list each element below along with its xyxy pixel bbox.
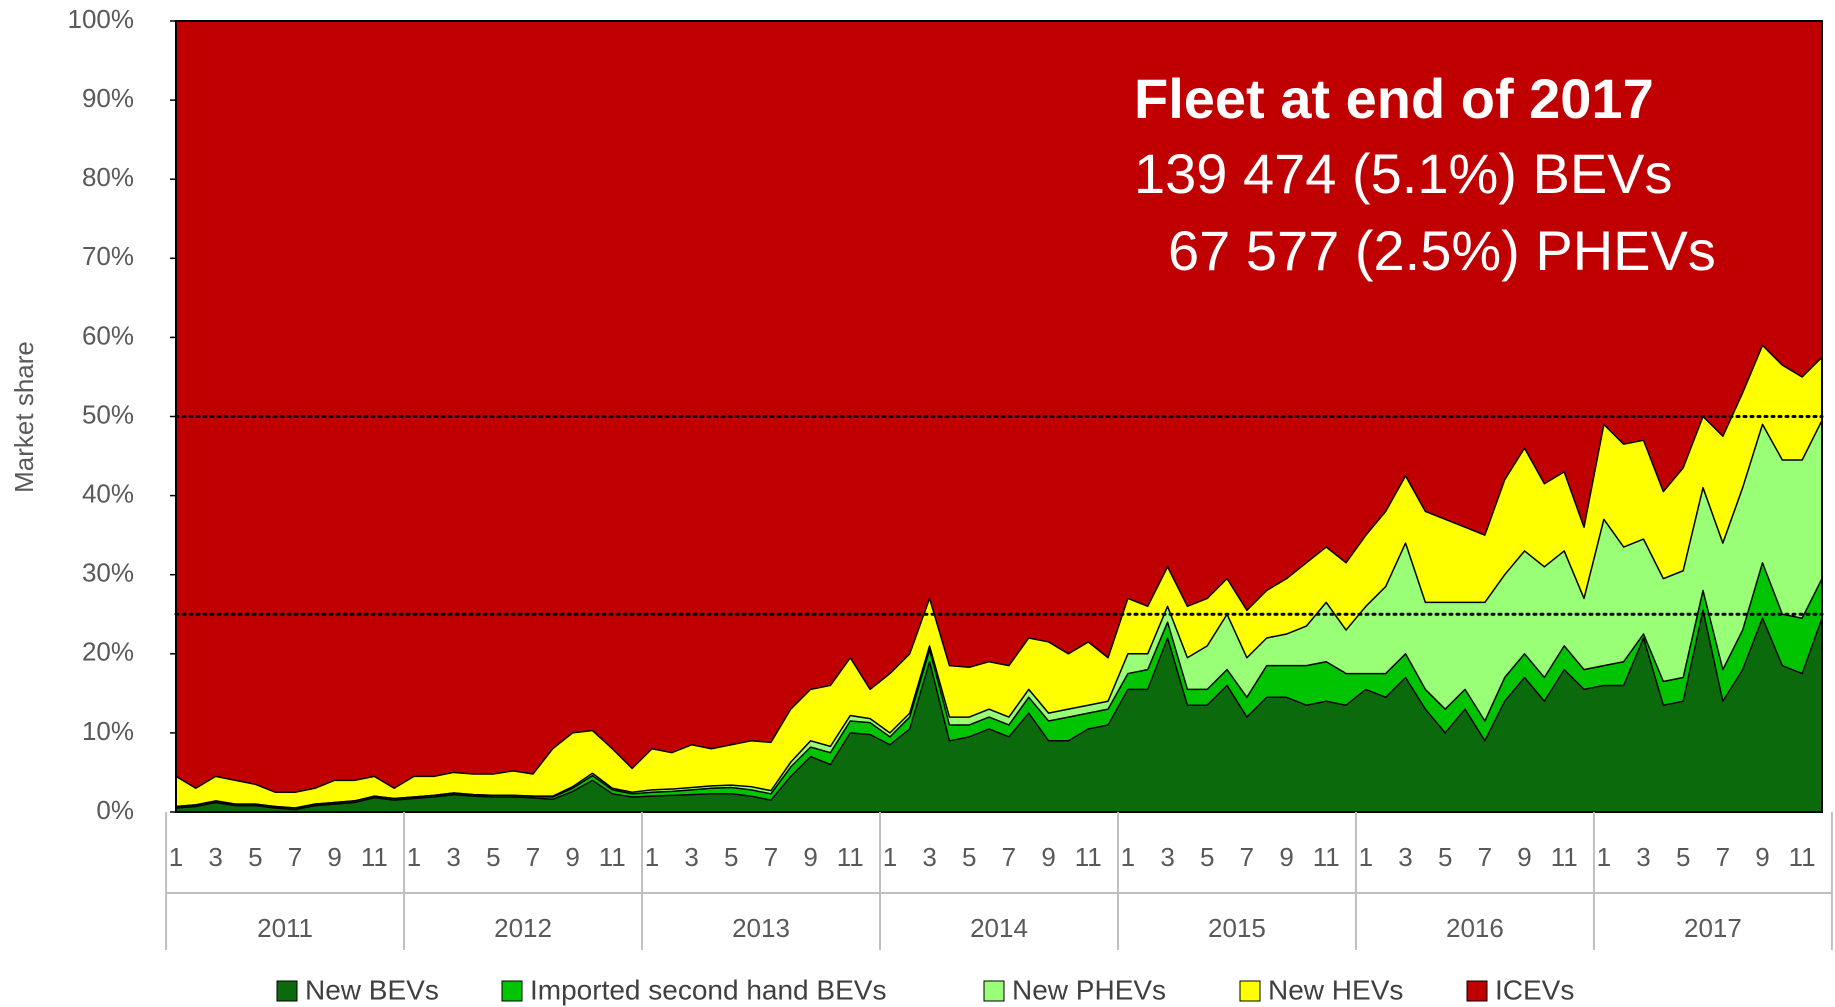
x-tick-label: 7 (764, 842, 778, 872)
x-tick-label: 5 (248, 842, 262, 872)
x-tick-label: 5 (724, 842, 738, 872)
x-tick-label: 5 (486, 842, 500, 872)
area-outline (175, 344, 1823, 793)
x-tick-label: 11 (361, 842, 388, 872)
x-tick-label: 11 (599, 842, 626, 872)
annotation-line: 139 474 (5.1%) BEVs (1134, 142, 1673, 205)
legend-swatch (501, 980, 523, 1002)
area-outline (175, 609, 1823, 811)
x-tick-label: 9 (1517, 842, 1531, 872)
plot-area (174, 20, 1824, 813)
x-tick-label: 3 (1636, 842, 1650, 872)
x-group-label: 2013 (732, 913, 790, 943)
x-tick-label: 3 (684, 842, 698, 872)
area (176, 610, 1822, 812)
y-tick-label: 80% (82, 162, 134, 192)
y-tick-label: 50% (82, 399, 134, 429)
x-tick-label: 7 (1002, 842, 1016, 872)
legend-label: New BEVs (305, 974, 439, 1005)
legend-swatch (276, 980, 298, 1002)
x-tick-label: 11 (1313, 842, 1340, 872)
x-tick-label: 9 (1755, 842, 1769, 872)
x-tick-label: 9 (327, 842, 341, 872)
y-axis-label: Market share (9, 341, 39, 493)
x-group-label: 2011 (257, 913, 313, 943)
y-tick-label: 0% (96, 795, 134, 825)
x-tick-label: 11 (1551, 842, 1578, 872)
x-tick-label: 9 (1279, 842, 1293, 872)
x-tick-label: 5 (962, 842, 976, 872)
y-tick-label: 20% (82, 637, 134, 667)
x-tick-label: 1 (1121, 842, 1135, 872)
x-tick-label: 7 (526, 842, 540, 872)
area (176, 345, 1822, 809)
x-group-label: 2015 (1208, 913, 1266, 943)
x-tick-label: 1 (1597, 842, 1611, 872)
x-tick-label: 3 (922, 842, 936, 872)
annotation-line: 67 577 (2.5%) PHEVs (1168, 219, 1716, 282)
x-tick-label: 5 (1200, 842, 1214, 872)
x-tick-label: 11 (1075, 842, 1102, 872)
x-tick-label: 3 (446, 842, 460, 872)
x-tick-label: 1 (883, 842, 897, 872)
x-tick-label: 3 (208, 842, 222, 872)
x-tick-label: 5 (1438, 842, 1452, 872)
legend-label: ICEVs (1495, 974, 1574, 1005)
area (176, 21, 1822, 793)
x-group-label: 2014 (970, 913, 1028, 943)
x-group-label: 2012 (494, 913, 552, 943)
legend-swatch (1239, 980, 1261, 1002)
legend: New BEVs Imported second hand BEVs New PHE… (276, 974, 1574, 1005)
y-tick-label: 100% (68, 4, 135, 34)
x-tick-label: 9 (1041, 842, 1055, 872)
y-tick-label: 60% (82, 320, 134, 350)
annotation-title: Fleet at end of 2017 (1134, 67, 1654, 130)
x-tick-label: 11 (1789, 842, 1816, 872)
y-tick-label: 30% (82, 558, 134, 588)
x-tick-label: 1 (407, 842, 421, 872)
legend-swatch (1466, 980, 1488, 1002)
legend-swatch (983, 980, 1005, 1002)
x-axis: 0%10%20%30%40%50%60%70%80%90%100%1 3 5 7 9 11… (68, 4, 1833, 950)
x-tick-label: 9 (803, 842, 817, 872)
x-tick-label: 9 (565, 842, 579, 872)
x-tick-label: 3 (1398, 842, 1412, 872)
x-tick-label: 11 (837, 842, 864, 872)
y-tick-label: 40% (82, 478, 134, 508)
legend-label: New HEVs (1268, 974, 1403, 1005)
x-tick-label: 1 (645, 842, 659, 872)
x-tick-label: 5 (1676, 842, 1690, 872)
x-group-label: 2016 (1446, 913, 1504, 943)
x-tick-label: 1 (169, 842, 183, 872)
x-tick-label: 7 (1716, 842, 1730, 872)
x-tick-label: 7 (288, 842, 302, 872)
x-group-label: 2017 (1684, 913, 1742, 943)
x-tick-label: 3 (1160, 842, 1174, 872)
area-outline (175, 420, 1823, 809)
x-tick-label: 1 (1359, 842, 1373, 872)
y-tick-label: 90% (82, 83, 134, 113)
annotation: Fleet at end of 2017 139 474 (5.1%) BEVs… (1134, 67, 1716, 282)
legend-label: New PHEVs (1012, 974, 1166, 1005)
x-tick-label: 7 (1240, 842, 1254, 872)
legend-label: Imported second hand BEVs (530, 974, 886, 1005)
x-tick-label: 7 (1478, 842, 1492, 872)
y-tick-label: 70% (82, 241, 134, 271)
y-tick-label: 10% (82, 716, 134, 746)
